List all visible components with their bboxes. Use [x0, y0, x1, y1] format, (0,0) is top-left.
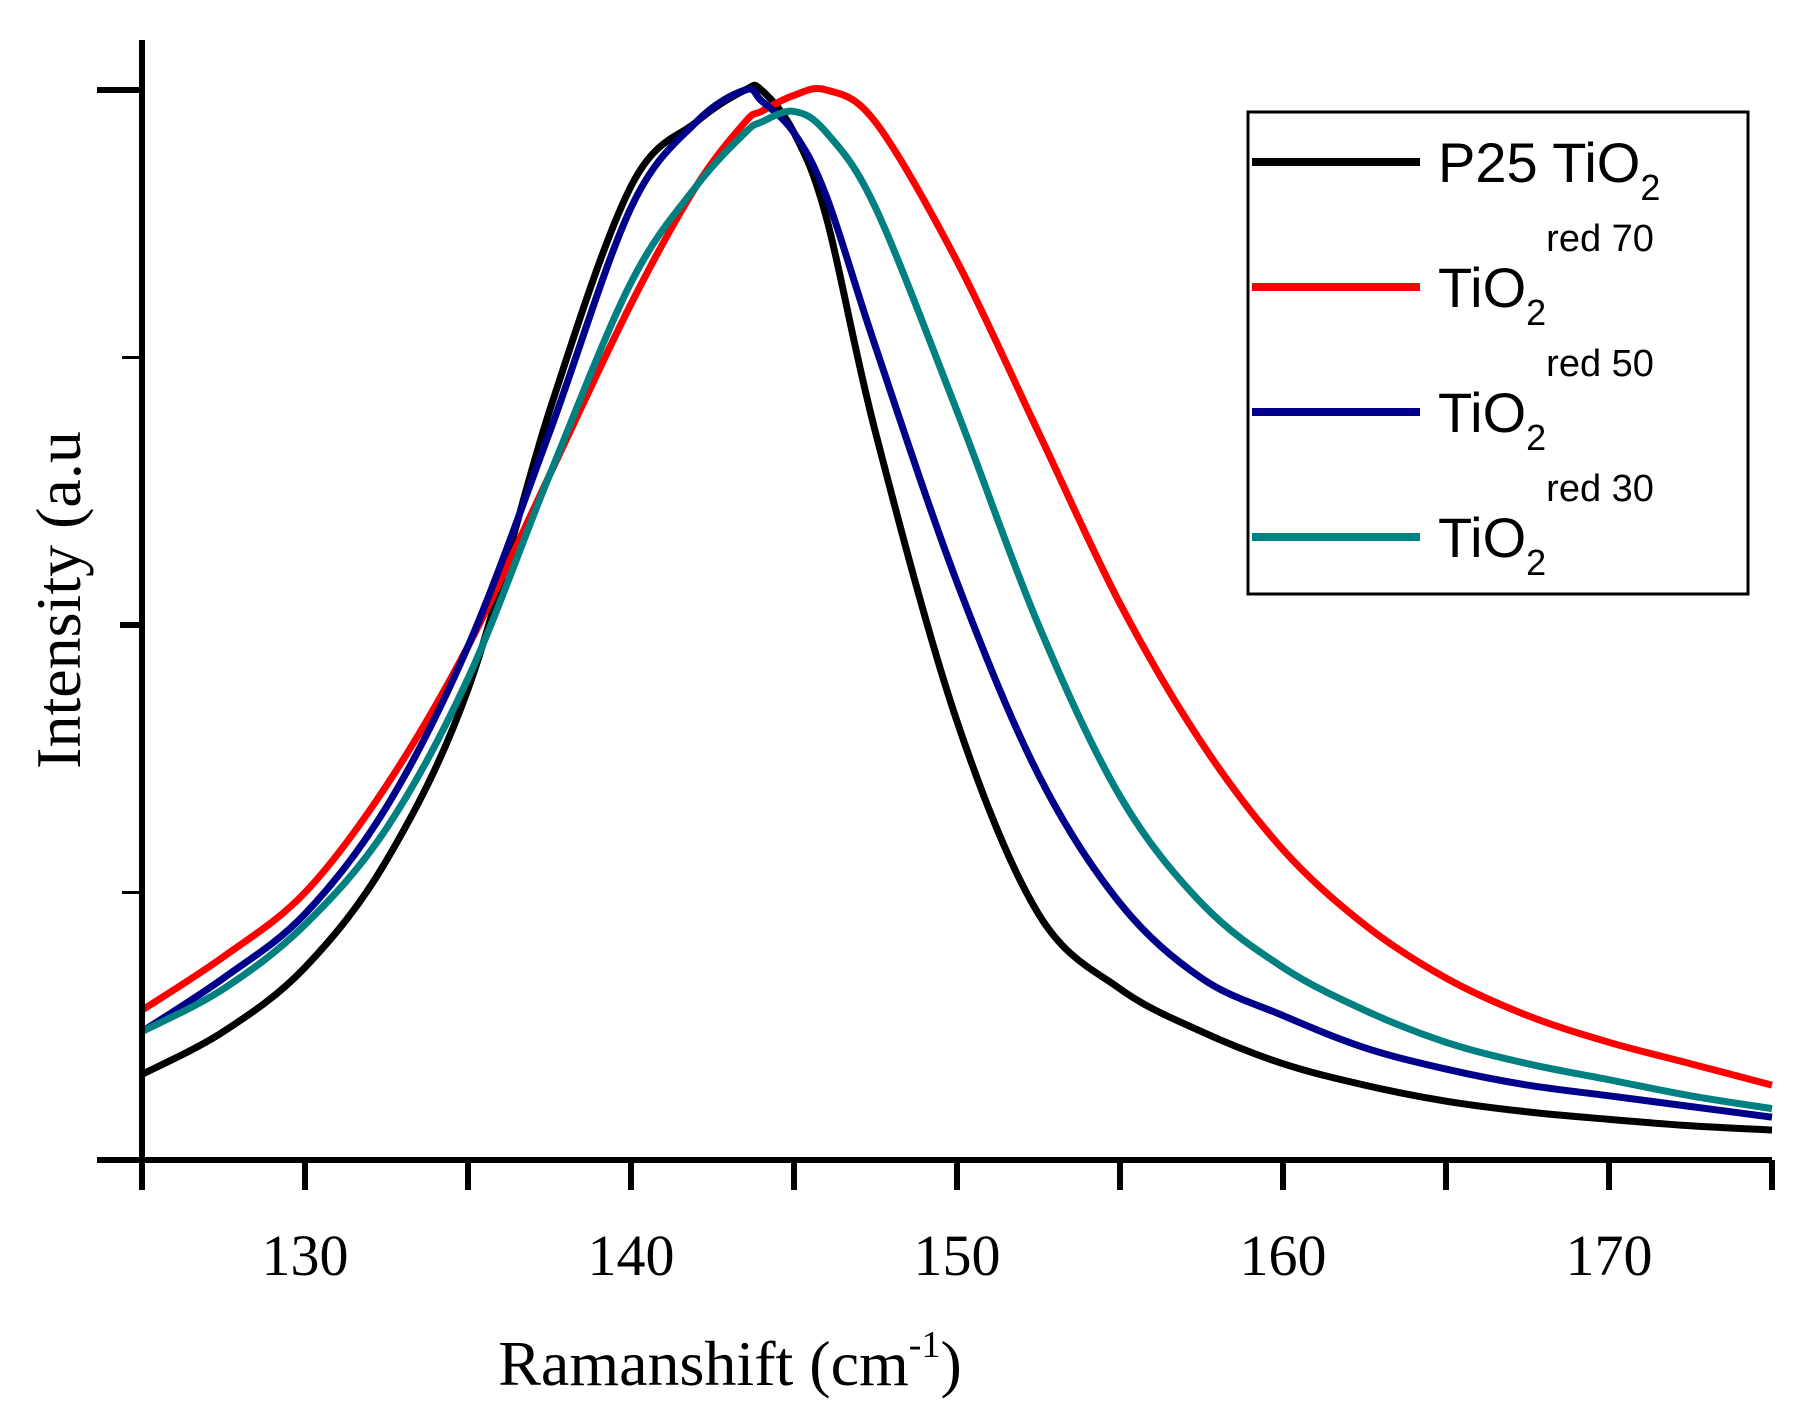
- x-tick-label: 140: [588, 1223, 675, 1288]
- legend-label: TiO2red 70: [1438, 218, 1654, 333]
- series-line-p25-tio2: [140, 81, 1773, 1134]
- legend-label-main: P25 TiO: [1438, 131, 1640, 194]
- x-axis-ticks: [139, 1160, 1775, 1190]
- legend-entry: TiO2red 30: [1252, 468, 1654, 583]
- legend-label: TiO2red 50: [1438, 343, 1654, 458]
- x-axis-tick-labels: 130 140 150 160 170: [262, 1223, 1653, 1288]
- legend-label: TiO2red 30: [1438, 468, 1654, 583]
- series-line-tio2-red-50: [140, 85, 1773, 1121]
- x-axis-title-superscript: -1: [909, 1324, 941, 1366]
- legend-label-superscript: red 70: [1546, 218, 1654, 260]
- legend-label-subscript: 2: [1526, 542, 1546, 583]
- series-layer: [140, 81, 1773, 1134]
- legend-label-main: TiO: [1438, 506, 1526, 569]
- legend-label-main: TiO: [1438, 381, 1526, 444]
- legend-box: [1246, 110, 1750, 596]
- x-tick-label: 150: [914, 1223, 1001, 1288]
- legend-entry: P25 TiO2: [1252, 131, 1660, 208]
- x-axis-title-main: Ramanshift (cm: [498, 1328, 909, 1399]
- x-tick-label: 130: [262, 1223, 349, 1288]
- legend-label-superscript: red 50: [1546, 343, 1654, 385]
- x-axis-title-close: ): [940, 1328, 961, 1399]
- legend-label-subscript: 2: [1526, 292, 1546, 333]
- legend-label-subscript: 2: [1526, 417, 1546, 458]
- legend-entry: TiO2red 70: [1252, 218, 1654, 333]
- legend-label-main: TiO: [1438, 256, 1526, 319]
- legend-label-subscript: 2: [1640, 167, 1660, 208]
- legend-label: P25 TiO2: [1438, 131, 1660, 208]
- legend-label-superscript: red 30: [1546, 468, 1654, 510]
- y-axis-title: Intensity (a.u: [23, 431, 94, 769]
- x-tick-label: 160: [1240, 1223, 1327, 1288]
- x-tick-label: 170: [1566, 1223, 1653, 1288]
- y-axis-ticks: [97, 87, 142, 894]
- x-axis-title: Ramanshift (cm-1): [498, 1324, 962, 1399]
- series-line-tio2-red-30: [140, 107, 1773, 1113]
- plot-area: 130 140 150 160 170: [97, 40, 1775, 1288]
- legend-entry: TiO2red 50: [1252, 343, 1654, 458]
